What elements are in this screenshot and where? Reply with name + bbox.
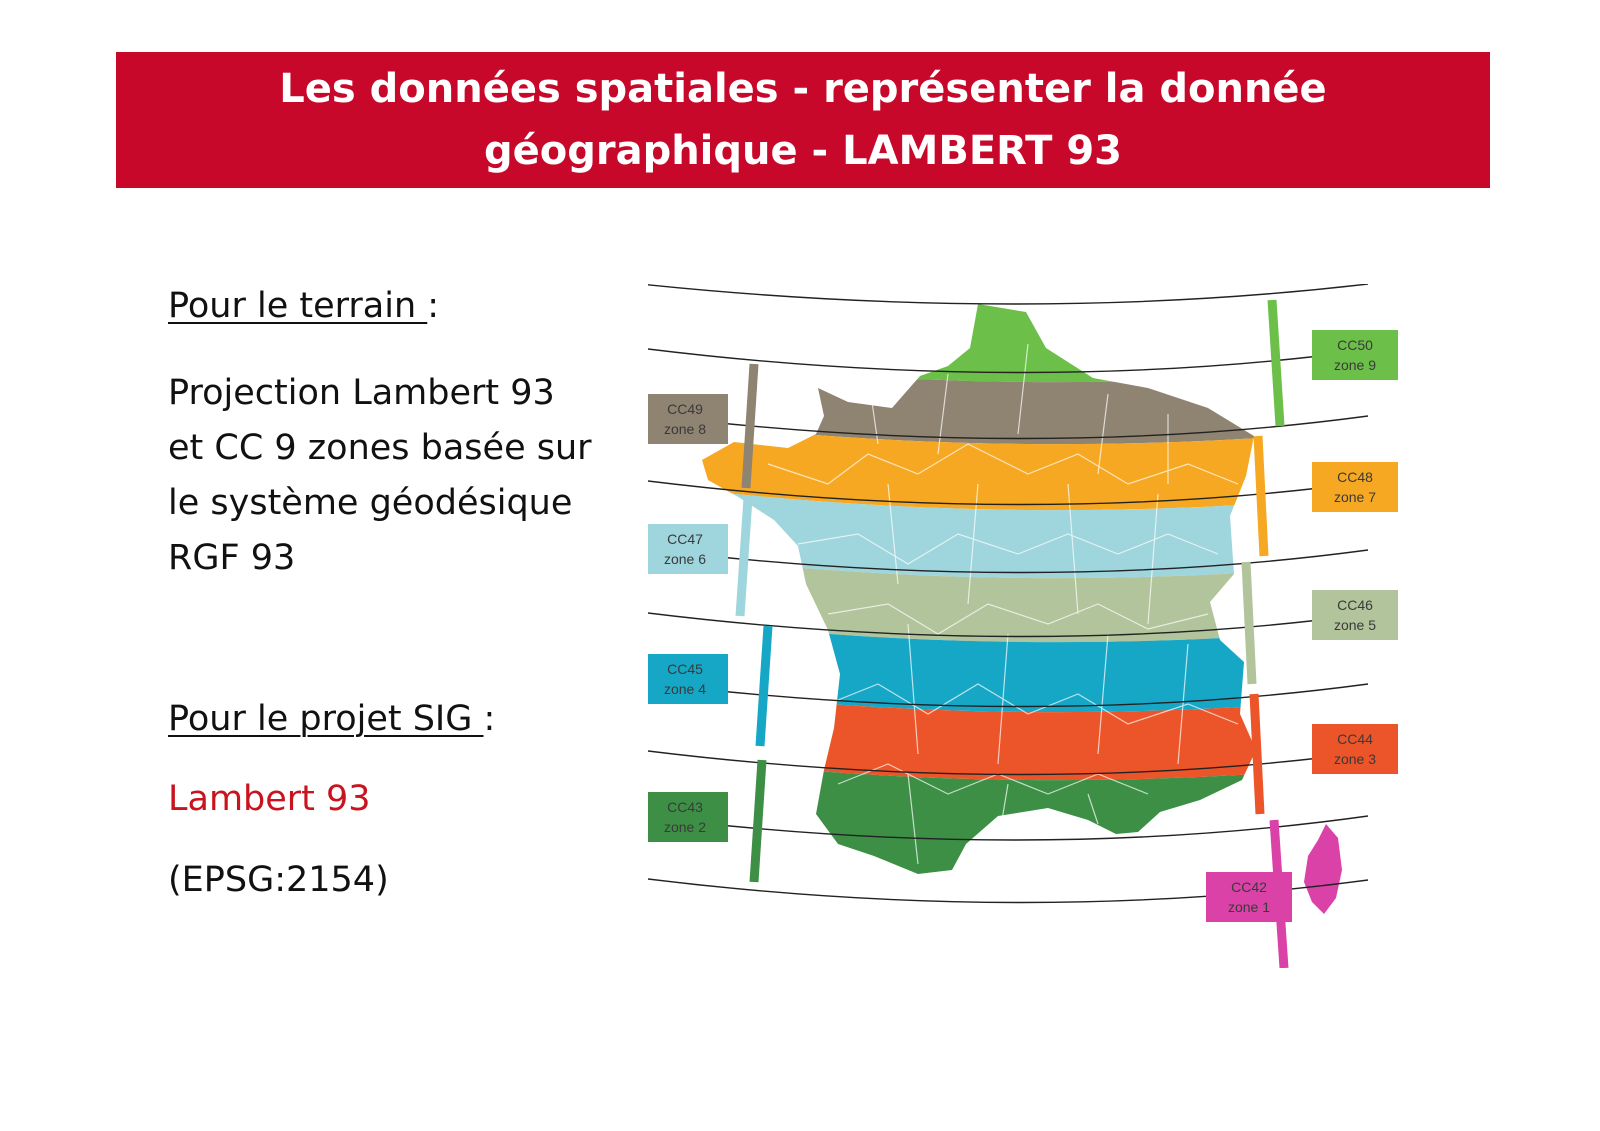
zone-label-7: CC48 zone 7: [1312, 462, 1398, 512]
terrain-line: Projection Lambert 93: [168, 373, 555, 413]
terrain-line: et CC 9 zones basée sur: [168, 428, 592, 468]
terrain-heading-label: Pour le terrain: [168, 286, 428, 326]
zone-label-3: CC44 zone 3: [1312, 724, 1398, 774]
title-line-2: géographique - LAMBERT 93: [483, 128, 1123, 174]
zone-bars: [735, 299, 1289, 968]
zone-code: CC47: [667, 531, 703, 547]
zone-bar-2: [749, 759, 767, 883]
zone-label-2: CC43 zone 2: [648, 792, 728, 842]
terrain-description: Projection Lambert 93 et CC 9 zones basé…: [168, 366, 592, 586]
title-banner: Les données spatiales - représenter la d…: [116, 52, 1490, 188]
zone-bar-9: [1267, 299, 1285, 427]
zone-number: zone 9: [1334, 357, 1376, 373]
projet-heading-colon: :: [483, 699, 496, 739]
zone-label-1: CC42 zone 1: [1206, 872, 1292, 922]
zone-code: CC50: [1337, 337, 1373, 353]
france-zone-bands: [702, 304, 1256, 874]
zone-number: zone 4: [664, 681, 706, 697]
zone-code: CC48: [1337, 469, 1373, 485]
projection-name: Lambert 93: [168, 779, 371, 819]
zone-label-6: CC47 zone 6: [648, 524, 728, 574]
zone-number: zone 6: [664, 551, 706, 567]
terrain-heading-colon: :: [427, 286, 440, 326]
corsica-shape: [1304, 824, 1342, 914]
zone-code: CC45: [667, 661, 703, 677]
zone-label-8: CC49 zone 8: [648, 394, 728, 444]
zone-code: CC42: [1231, 879, 1267, 895]
zone-code: CC49: [667, 401, 703, 417]
zone-bar-7: [1253, 435, 1269, 557]
zone-number: zone 8: [664, 421, 706, 437]
projet-heading-label: Pour le projet SIG: [168, 699, 484, 739]
epsg-code: (EPSG:2154): [168, 860, 389, 900]
terrain-line: RGF 93: [168, 538, 296, 578]
title-line-1: Les données spatiales - représenter la d…: [279, 66, 1327, 112]
zone-label-9: CC50 zone 9: [1312, 330, 1398, 380]
zone-label-4: CC45 zone 4: [648, 654, 728, 704]
zone-code: CC43: [667, 799, 703, 815]
zone-bar-4: [755, 625, 773, 747]
zone-number: zone 3: [1334, 751, 1376, 767]
projet-heading: Pour le projet SIG :: [168, 699, 495, 739]
zone-number: zone 2: [664, 819, 706, 835]
zone-bar-5: [1241, 561, 1257, 685]
zone-number: zone 1: [1228, 899, 1270, 915]
terrain-line: le système géodésique: [168, 483, 573, 523]
zone-number: zone 5: [1334, 617, 1376, 633]
zone-bar-6: [735, 497, 753, 617]
terrain-heading: Pour le terrain :: [168, 286, 439, 326]
zone-code: CC46: [1337, 597, 1373, 613]
zone-bar-3: [1249, 693, 1265, 815]
zone-code: CC44: [1337, 731, 1373, 747]
zone-number: zone 7: [1334, 489, 1376, 505]
zone-bar-8: [741, 363, 759, 489]
lambert-cc-zones-map: CC50 zone 9 CC49 zone 8 CC48 zone 7 CC47…: [648, 284, 1398, 968]
zone-label-5: CC46 zone 5: [1312, 590, 1398, 640]
